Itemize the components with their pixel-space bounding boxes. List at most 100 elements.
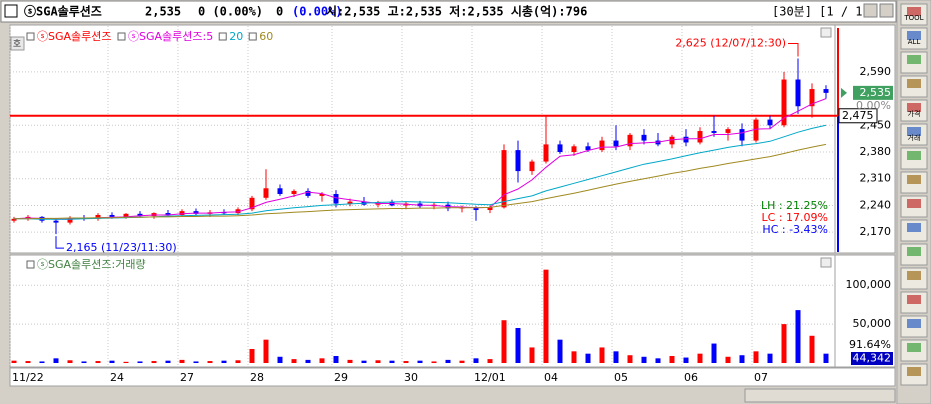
annotation-arrow xyxy=(55,236,64,249)
volume-bar xyxy=(25,361,31,363)
candle-body xyxy=(179,211,185,215)
candle-body xyxy=(319,193,325,196)
tool-icon xyxy=(907,199,921,208)
legend-icon xyxy=(218,32,227,41)
stat-label: LC : 17.09% xyxy=(762,211,828,224)
candle-body xyxy=(753,119,759,141)
volume-bar xyxy=(431,361,437,363)
volume-bar xyxy=(417,360,423,363)
candle-body xyxy=(501,150,507,208)
y-tick-label: 50,000 xyxy=(853,317,892,330)
side-label: 호 xyxy=(13,39,21,50)
current-volume-label: 44,342 xyxy=(853,352,892,365)
candle-body xyxy=(11,218,17,221)
tool-icon xyxy=(907,367,921,376)
pane-button[interactable] xyxy=(820,257,832,268)
tool-icon xyxy=(907,55,921,64)
tool-icon xyxy=(907,151,921,160)
candle-body xyxy=(137,213,143,217)
zoom-controls[interactable] xyxy=(744,388,896,403)
tool-icon xyxy=(907,127,921,136)
x-tick-label: 29 xyxy=(334,371,348,384)
candle-body xyxy=(529,161,535,172)
volume-bar xyxy=(277,356,283,363)
reference-label-box xyxy=(838,108,878,124)
candle-body xyxy=(767,119,773,126)
volume-bar xyxy=(123,361,129,363)
legend-icon xyxy=(26,260,35,269)
x-tick-label: 11/22 xyxy=(12,371,44,384)
volume-bar xyxy=(207,361,213,363)
candle-body xyxy=(109,214,115,217)
volume-bar xyxy=(585,353,591,363)
tool-label: 거래 xyxy=(908,133,921,142)
volume-bar xyxy=(711,343,717,363)
tool-icon xyxy=(907,103,921,112)
volume-bar xyxy=(249,349,255,363)
volume-bar xyxy=(375,360,381,363)
legend-label: 20 xyxy=(229,30,243,43)
volume-bar xyxy=(137,361,143,363)
candle-body xyxy=(795,79,801,107)
x-tick-label: 28 xyxy=(250,371,264,384)
volume-bar xyxy=(473,358,479,363)
header-bar xyxy=(0,0,897,23)
candle-body xyxy=(305,190,311,196)
candle-body xyxy=(823,89,829,93)
candle-body xyxy=(571,146,577,153)
current-volume-badge xyxy=(851,352,893,365)
volume-bar xyxy=(291,359,297,363)
volume-bar xyxy=(179,359,185,363)
tool-icon xyxy=(907,319,921,328)
volume-bar xyxy=(459,360,465,363)
pane-button[interactable] xyxy=(820,27,832,38)
volume-bar xyxy=(557,339,563,363)
x-tick-label: 30 xyxy=(404,371,418,384)
y-tick-label: 2,170 xyxy=(860,225,892,238)
volume-bar xyxy=(739,355,745,363)
side-box xyxy=(10,36,25,51)
candle-body xyxy=(473,207,479,211)
legend-label: ⓢSGA솔루션즈:5 xyxy=(128,30,213,43)
tool-label: ALL xyxy=(908,38,921,46)
candle-body xyxy=(333,193,339,204)
volume-bar xyxy=(627,355,633,363)
volume-bar xyxy=(613,351,619,363)
candle-body xyxy=(711,131,717,133)
candle-body xyxy=(725,129,731,133)
volume-bar xyxy=(305,359,311,363)
x-tick-label: 27 xyxy=(180,371,194,384)
volume-bar xyxy=(501,320,507,363)
volume-bar xyxy=(669,356,675,363)
candle-body xyxy=(599,140,605,151)
candle-body xyxy=(165,213,171,215)
date-axis xyxy=(9,367,896,387)
volume-bar xyxy=(725,356,731,363)
checkbox[interactable] xyxy=(4,4,18,18)
close-button[interactable] xyxy=(879,3,894,18)
volume-bar xyxy=(753,351,759,363)
volume-bar xyxy=(403,361,409,363)
candle-body xyxy=(95,214,101,219)
volume-bar xyxy=(11,360,17,363)
candle-body xyxy=(263,188,269,198)
restore-button[interactable] xyxy=(863,3,878,18)
high-annotation: 2,625 (12/07/12:30) xyxy=(675,37,786,50)
x-tick-label: 06 xyxy=(684,371,698,384)
volume-bar xyxy=(347,359,353,363)
candle-body xyxy=(347,201,353,204)
y-tick-label: 2,310 xyxy=(860,172,892,185)
tool-icon xyxy=(907,7,921,16)
volume-bar xyxy=(697,353,703,363)
volume-bar xyxy=(151,361,157,363)
volume-bar xyxy=(823,353,829,363)
volume-bar xyxy=(389,360,395,363)
volume-bar xyxy=(571,351,577,363)
candle-body xyxy=(193,211,199,214)
tool-icon xyxy=(907,223,921,232)
volume-axis xyxy=(834,254,896,368)
y-tick-label: 100,000 xyxy=(846,278,892,291)
volume-bar xyxy=(81,361,87,363)
